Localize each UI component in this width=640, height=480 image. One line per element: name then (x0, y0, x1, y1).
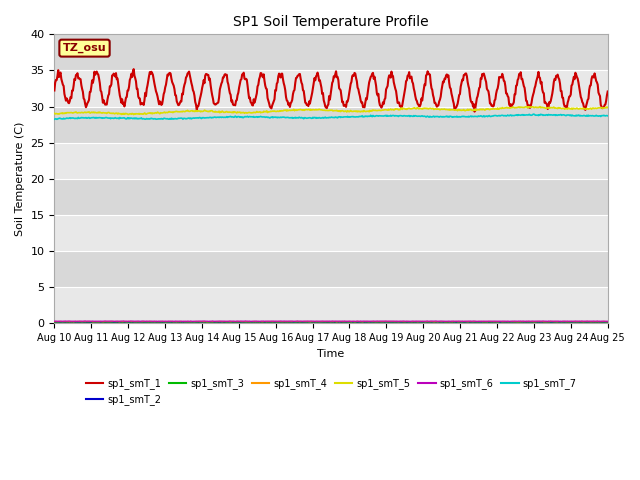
sp1_smT_1 (471, 109, 479, 115)
sp1_smT_7 (399, 113, 407, 119)
Bar (54, 287, 608, 324)
sp1_smT_2 (59, 319, 67, 325)
sp1_smT_3 (203, 319, 211, 325)
Line: sp1_smT_1: sp1_smT_1 (54, 69, 608, 112)
sp1_smT_3 (218, 319, 225, 324)
sp1_smT_1 (175, 102, 182, 108)
sp1_smT_6 (51, 318, 58, 324)
sp1_smT_3 (416, 319, 424, 325)
Line: sp1_smT_7: sp1_smT_7 (54, 114, 608, 120)
sp1_smT_2 (61, 320, 69, 325)
sp1_smT_5 (536, 104, 544, 109)
sp1_smT_6 (61, 318, 68, 324)
sp1_smT_7 (61, 116, 69, 121)
sp1_smT_2 (416, 319, 424, 325)
sp1_smT_3 (118, 319, 125, 325)
sp1_smT_5 (604, 105, 612, 110)
Bar (54, 35, 608, 71)
Text: TZ_osu: TZ_osu (63, 43, 106, 53)
sp1_smT_2 (175, 320, 182, 325)
Line: sp1_smT_5: sp1_smT_5 (54, 107, 608, 115)
sp1_smT_4 (416, 319, 424, 324)
sp1_smT_6 (204, 318, 211, 324)
sp1_smT_1 (130, 66, 138, 72)
sp1_smT_6 (118, 318, 126, 324)
Bar (54, 215, 608, 251)
sp1_smT_7 (175, 115, 182, 121)
sp1_smT_1 (604, 89, 612, 95)
sp1_smT_6 (556, 319, 563, 324)
sp1_smT_4 (400, 319, 408, 324)
sp1_smT_1 (415, 103, 423, 109)
sp1_smT_5 (124, 112, 132, 118)
sp1_smT_3 (51, 319, 58, 325)
sp1_smT_6 (175, 318, 182, 324)
Bar (54, 71, 608, 107)
sp1_smT_6 (399, 318, 407, 324)
sp1_smT_4 (70, 319, 77, 324)
sp1_smT_4 (604, 319, 612, 324)
sp1_smT_5 (204, 108, 211, 114)
sp1_smT_4 (304, 318, 312, 324)
sp1_smT_4 (175, 319, 182, 324)
Bar (54, 107, 608, 143)
sp1_smT_2 (118, 319, 126, 325)
sp1_smT_7 (415, 113, 423, 119)
sp1_smT_3 (61, 319, 68, 325)
sp1_smT_1 (61, 91, 68, 97)
sp1_smT_5 (399, 106, 407, 111)
sp1_smT_7 (204, 115, 211, 120)
sp1_smT_7 (604, 113, 612, 119)
Legend: sp1_smT_1, sp1_smT_2, sp1_smT_3, sp1_smT_4, sp1_smT_5, sp1_smT_6, sp1_smT_7: sp1_smT_1, sp1_smT_2, sp1_smT_3, sp1_smT… (82, 374, 580, 409)
sp1_smT_1 (118, 100, 125, 106)
sp1_smT_1 (399, 98, 407, 104)
sp1_smT_7 (51, 116, 58, 122)
sp1_smT_2 (204, 319, 211, 325)
sp1_smT_5 (61, 110, 68, 116)
sp1_smT_4 (204, 319, 211, 324)
sp1_smT_1 (204, 72, 211, 78)
sp1_smT_5 (118, 111, 125, 117)
sp1_smT_4 (118, 319, 126, 324)
Line: sp1_smT_2: sp1_smT_2 (54, 322, 608, 323)
sp1_smT_4 (51, 319, 58, 324)
sp1_smT_2 (220, 320, 228, 325)
sp1_smT_7 (53, 117, 61, 122)
sp1_smT_3 (400, 319, 408, 325)
sp1_smT_7 (530, 111, 538, 117)
sp1_smT_5 (51, 110, 58, 116)
sp1_smT_3 (204, 319, 211, 325)
sp1_smT_2 (51, 319, 58, 325)
sp1_smT_2 (400, 319, 408, 325)
sp1_smT_6 (415, 318, 423, 324)
Y-axis label: Soil Temperature (C): Soil Temperature (C) (15, 121, 25, 236)
X-axis label: Time: Time (317, 348, 345, 359)
sp1_smT_6 (81, 318, 89, 324)
sp1_smT_7 (118, 115, 126, 121)
Bar (54, 143, 608, 179)
Bar (54, 179, 608, 215)
sp1_smT_5 (175, 109, 182, 115)
sp1_smT_6 (604, 318, 612, 324)
sp1_smT_3 (173, 319, 181, 325)
sp1_smT_1 (51, 88, 58, 94)
sp1_smT_4 (61, 319, 68, 324)
sp1_smT_2 (604, 319, 612, 325)
Bar (54, 251, 608, 287)
Title: SP1 Soil Temperature Profile: SP1 Soil Temperature Profile (233, 15, 429, 29)
sp1_smT_5 (415, 106, 423, 111)
sp1_smT_3 (604, 319, 612, 325)
